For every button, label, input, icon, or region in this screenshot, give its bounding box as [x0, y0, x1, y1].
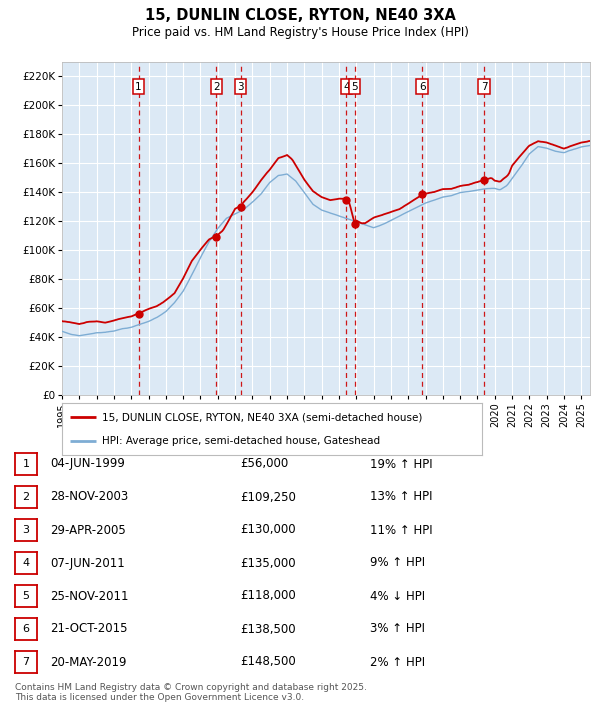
Text: 2: 2 — [213, 82, 220, 92]
Text: £130,000: £130,000 — [240, 523, 296, 537]
Text: 6: 6 — [419, 82, 425, 92]
Text: 4% ↓ HPI: 4% ↓ HPI — [370, 589, 425, 603]
Text: 07-JUN-2011: 07-JUN-2011 — [50, 557, 125, 569]
Text: £138,500: £138,500 — [240, 623, 296, 635]
Text: HPI: Average price, semi-detached house, Gateshead: HPI: Average price, semi-detached house,… — [102, 436, 380, 446]
Text: 25-NOV-2011: 25-NOV-2011 — [50, 589, 128, 603]
Text: 11% ↑ HPI: 11% ↑ HPI — [370, 523, 433, 537]
Text: 2% ↑ HPI: 2% ↑ HPI — [370, 655, 425, 669]
Text: 3: 3 — [23, 525, 29, 535]
Text: 6: 6 — [23, 624, 29, 634]
Text: £109,250: £109,250 — [240, 491, 296, 503]
Text: Contains HM Land Registry data © Crown copyright and database right 2025.
This d: Contains HM Land Registry data © Crown c… — [15, 682, 367, 702]
Text: 7: 7 — [22, 657, 29, 667]
Text: 29-APR-2005: 29-APR-2005 — [50, 523, 126, 537]
Text: 15, DUNLIN CLOSE, RYTON, NE40 3XA: 15, DUNLIN CLOSE, RYTON, NE40 3XA — [145, 8, 455, 23]
Text: 28-NOV-2003: 28-NOV-2003 — [50, 491, 128, 503]
Text: 15, DUNLIN CLOSE, RYTON, NE40 3XA (semi-detached house): 15, DUNLIN CLOSE, RYTON, NE40 3XA (semi-… — [102, 412, 422, 422]
Text: 1: 1 — [135, 82, 142, 92]
Text: 5: 5 — [351, 82, 358, 92]
Text: 3% ↑ HPI: 3% ↑ HPI — [370, 623, 425, 635]
Text: Price paid vs. HM Land Registry's House Price Index (HPI): Price paid vs. HM Land Registry's House … — [131, 26, 469, 39]
Text: 5: 5 — [23, 591, 29, 601]
Text: 1: 1 — [23, 459, 29, 469]
Text: £135,000: £135,000 — [240, 557, 296, 569]
Text: £118,000: £118,000 — [240, 589, 296, 603]
Text: £148,500: £148,500 — [240, 655, 296, 669]
Text: 21-OCT-2015: 21-OCT-2015 — [50, 623, 128, 635]
Text: 2: 2 — [22, 492, 29, 502]
Text: 9% ↑ HPI: 9% ↑ HPI — [370, 557, 425, 569]
Text: £56,000: £56,000 — [240, 457, 288, 471]
Text: 13% ↑ HPI: 13% ↑ HPI — [370, 491, 433, 503]
Text: 04-JUN-1999: 04-JUN-1999 — [50, 457, 125, 471]
Text: 4: 4 — [22, 558, 29, 568]
Text: 20-MAY-2019: 20-MAY-2019 — [50, 655, 127, 669]
Text: 3: 3 — [238, 82, 244, 92]
Text: 7: 7 — [481, 82, 487, 92]
Text: 19% ↑ HPI: 19% ↑ HPI — [370, 457, 433, 471]
Text: 4: 4 — [343, 82, 350, 92]
